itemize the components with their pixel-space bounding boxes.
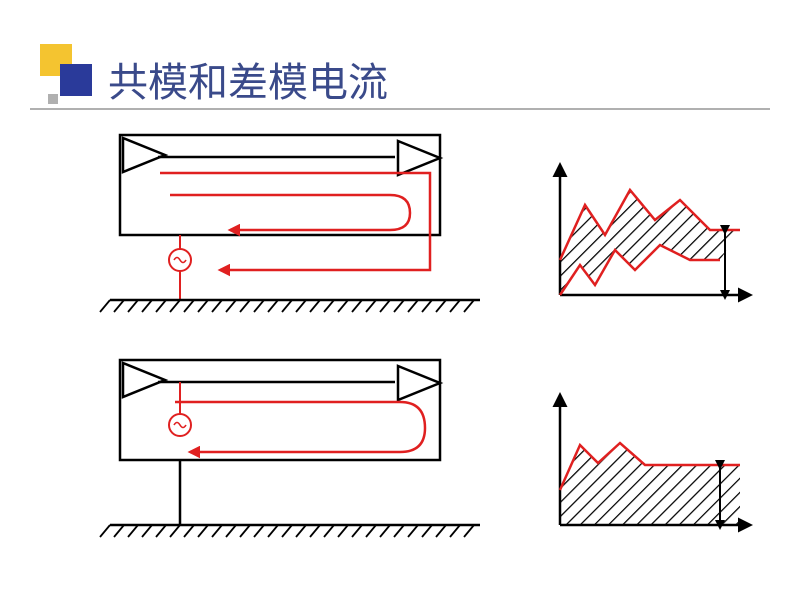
diagram-area [60,125,760,565]
square-blue [60,64,92,96]
title-underline [30,108,770,110]
slide: 共模和差模电流 [0,0,800,600]
title-decoration [30,44,110,114]
square-small [48,94,58,104]
corner-squares [30,44,110,114]
slide-title: 共模和差模电流 [108,50,388,108]
diagram-svg [60,125,760,565]
